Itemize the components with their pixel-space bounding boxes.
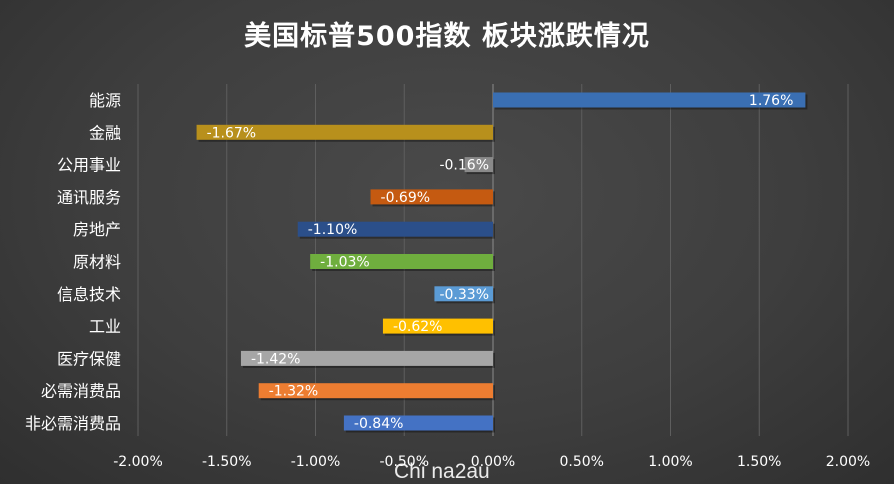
data-label: -1.42% (251, 351, 301, 367)
category-label: 工业 (89, 317, 121, 336)
data-label: -0.84% (354, 416, 404, 432)
data-label: -1.03% (320, 255, 370, 271)
bar (240, 350, 493, 366)
bar (382, 318, 493, 334)
bar (196, 124, 493, 140)
category-label: 必需消费品 (41, 382, 121, 401)
bar (343, 415, 493, 431)
x-tick-label: 1.00% (648, 454, 692, 470)
x-tick-label: 2.00% (826, 454, 870, 470)
chart-title: 美国标普500指数 板块涨跌情况 (244, 21, 650, 52)
x-tick-label: -2.00% (113, 454, 163, 470)
category-label: 金融 (89, 123, 121, 142)
category-label: 医疗保健 (57, 349, 121, 368)
data-label: -1.67% (207, 125, 257, 141)
bar (370, 189, 493, 205)
x-tick-label: -1.50% (202, 454, 252, 470)
bar (310, 254, 493, 269)
data-label: -0.33% (439, 287, 489, 303)
data-label: -1.32% (269, 384, 319, 400)
category-label: 信息技术 (57, 285, 121, 304)
x-tick-label: 0.50% (560, 454, 604, 470)
watermark-text: Chi na2au (394, 460, 490, 483)
data-label: -0.16% (439, 158, 489, 174)
data-label: -1.10% (308, 222, 358, 238)
category-label: 房地产 (73, 220, 121, 239)
bar (297, 221, 493, 237)
category-label: 公用事业 (57, 156, 121, 175)
bar (464, 157, 493, 173)
data-label: -0.62% (393, 319, 443, 335)
bar (434, 286, 493, 302)
bar (258, 383, 493, 399)
category-label: 能源 (89, 91, 121, 110)
category-label: 非必需消费品 (25, 414, 121, 433)
x-tick-label: -1.00% (291, 454, 341, 470)
category-label: 原材料 (73, 253, 121, 272)
x-tick-label: 1.50% (737, 454, 781, 470)
data-label: -0.69% (381, 190, 431, 206)
x-tick-label: -0.50% (379, 454, 429, 470)
bar (493, 92, 806, 108)
x-tick-label: 0.00% (471, 454, 515, 470)
category-label: 通讯服务 (57, 188, 121, 207)
data-label: 1.76% (749, 93, 793, 109)
